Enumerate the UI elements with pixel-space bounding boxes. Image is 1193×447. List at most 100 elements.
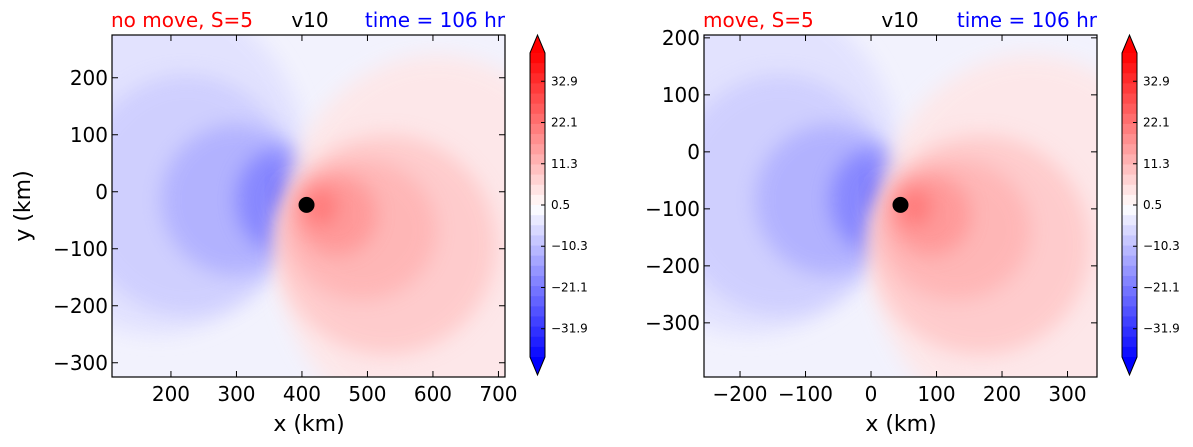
right-colorbar-tick-label: −10.3 [1143, 239, 1180, 253]
left-ytick-label: −200 [53, 294, 108, 318]
right-colorbar-band [1122, 346, 1137, 358]
left-colorbar-band [530, 144, 545, 155]
right-colorbar-ticks: 32.9 22.1 11.3 0.5 −10.3 −21.1 −31.9 [1133, 74, 1180, 336]
left-colorbar-max-extension [530, 35, 545, 53]
right-colorbar-band [1122, 194, 1137, 206]
left-xtick-label: 400 [283, 382, 321, 406]
right-colorbar-band [1122, 174, 1137, 186]
left-colorbar-band [530, 346, 545, 358]
left-y-axis-label: y (km) [11, 170, 36, 241]
right-colorbar-band [1122, 336, 1137, 348]
left-colorbar-band [530, 194, 545, 206]
right-plot-frame [703, 34, 1098, 378]
left-colorbar-band [530, 326, 545, 338]
right-colorbar-band [1122, 286, 1137, 297]
left-colorbar-tick-label: 32.9 [551, 74, 578, 88]
left-colorbar-band [530, 164, 545, 176]
right-colorbar-band [1122, 154, 1137, 165]
left-colorbar-band [530, 53, 545, 64]
right-colorbar-band [1122, 205, 1137, 216]
right-colorbar-band [1122, 113, 1137, 125]
right-colorbar-band [1122, 235, 1137, 247]
right-colorbar-band [1122, 306, 1137, 317]
left-colorbar-band [530, 296, 545, 307]
right-colorbar-band [1122, 93, 1137, 105]
left-panel-title-right: time = 106 hr [365, 8, 506, 32]
left-colorbar-tick-label: −31.9 [551, 322, 588, 336]
right-colorbar-tick-label: 0.5 [1143, 198, 1162, 212]
left-xtick-label: 700 [479, 382, 517, 406]
right-colorbar-tick-label: 11.3 [1143, 157, 1170, 171]
right-plot-area [703, 34, 1098, 378]
right-colorbar: 32.9 22.1 11.3 0.5 −10.3 −21.1 −31.9 [1121, 33, 1180, 377]
right-colorbar-band [1122, 184, 1137, 196]
right-colorbar-tick-label: 22.1 [1143, 116, 1170, 130]
right-x-axis-label: x (km) [865, 412, 936, 437]
left-colorbar-band [530, 113, 545, 125]
left-ytick-label: −100 [53, 237, 108, 261]
right-y-axis-ticks: 200 100 0 −100 −200 −300 [645, 26, 1097, 335]
left-xtick-label: 600 [414, 382, 452, 406]
left-xtick-label: 500 [348, 382, 386, 406]
left-ytick-label: 100 [70, 123, 108, 147]
left-colorbar-tick-label: −10.3 [551, 239, 588, 253]
left-colorbar-band [530, 316, 545, 328]
right-colorbar-band [1122, 225, 1137, 236]
right-colorbar-band [1122, 215, 1137, 226]
right-colorbar-band [1122, 134, 1137, 145]
right-colorbar-band [1122, 316, 1137, 328]
left-colorbar-band [530, 336, 545, 348]
left-plot-frame [111, 34, 506, 378]
right-colorbar-band [1122, 53, 1137, 64]
left-colorbar-tick-label: 11.3 [551, 157, 578, 171]
left-y-axis-ticks: 200 100 0 −100 −200 −300 [53, 66, 505, 375]
left-colorbar-band [530, 245, 545, 257]
right-colorbar-band [1122, 296, 1137, 307]
right-colorbar-min-extension [1122, 357, 1137, 375]
left-ytick-label: 200 [70, 66, 108, 90]
left-colorbar-band [530, 225, 545, 236]
right-colorbar-band [1122, 265, 1137, 277]
right-xtick-label: 100 [917, 382, 955, 406]
left-field-east-eyewall-positive [304, 188, 337, 225]
left-storm-center-marker [298, 196, 315, 213]
right-ytick-label: 100 [662, 83, 700, 107]
right-ytick-label: −300 [645, 311, 700, 335]
left-colorbar-tick-label: 22.1 [551, 116, 578, 130]
left-xtick-label: 200 [152, 382, 190, 406]
left-x-axis-ticks: 200 300 400 500 600 700 [152, 35, 518, 406]
right-xtick-label: −100 [778, 382, 833, 406]
left-colorbar-tick-label: −21.1 [551, 280, 588, 294]
right-ytick-label: −100 [645, 197, 700, 221]
left-panel-title-left: no move, S=5 [111, 8, 253, 32]
right-colorbar-band [1122, 275, 1137, 287]
right-field-east-eyewall-positive [898, 188, 931, 225]
panel-right: move, S=5 v10 time = 106 hr −200 −100 0 100… [645, 8, 1180, 437]
right-panel-title-right: time = 106 hr [957, 8, 1098, 32]
right-storm-center-marker [892, 196, 909, 213]
right-colorbar-band [1122, 83, 1137, 95]
right-colorbar-tick-label: 32.9 [1143, 74, 1170, 88]
left-colorbar-ticks: 32.9 22.1 11.3 0.5 −10.3 −21.1 −31.9 [541, 74, 588, 336]
right-xtick-label: 300 [1048, 382, 1086, 406]
left-colorbar-min-extension [530, 357, 545, 375]
right-colorbar-bands [1122, 35, 1137, 375]
left-colorbar-band [530, 215, 545, 226]
right-colorbar-tick-label: −31.9 [1143, 322, 1180, 336]
right-colorbar-band [1122, 245, 1137, 257]
right-colorbar-band [1122, 144, 1137, 155]
right-x-axis-ticks: −200 −100 0 100 200 300 [713, 35, 1087, 406]
right-colorbar-band [1122, 103, 1137, 115]
left-ytick-label: −300 [53, 351, 108, 375]
right-panel-title-center: v10 [881, 8, 918, 32]
right-xtick-label: −200 [713, 382, 768, 406]
left-colorbar-band [530, 134, 545, 145]
left-colorbar-band [530, 184, 545, 196]
left-colorbar-band [530, 306, 545, 317]
right-colorbar-band [1122, 164, 1137, 176]
panel-left: no move, S=5 v10 time = 106 hr 200 300 400… [11, 8, 588, 437]
right-xtick-label: 0 [865, 382, 878, 406]
right-ytick-label: −200 [645, 254, 700, 278]
left-xtick-label: 300 [217, 382, 255, 406]
